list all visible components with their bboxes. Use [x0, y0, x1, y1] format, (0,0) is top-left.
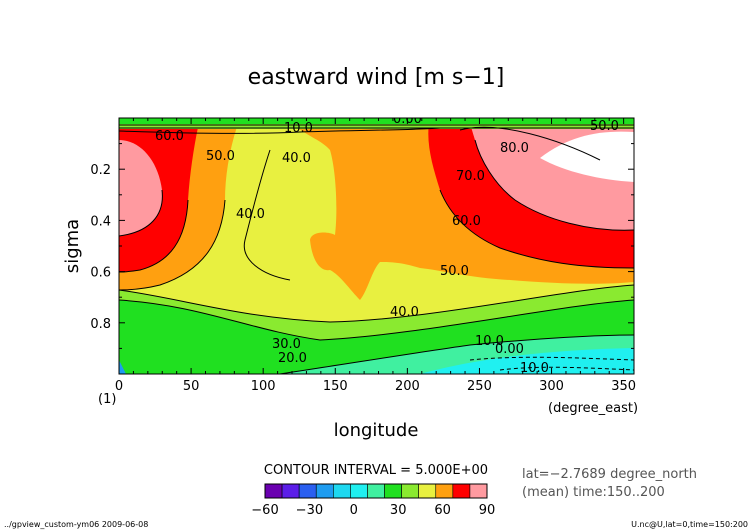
colorbar-swatch	[350, 483, 368, 499]
footer-right: U.nc@U,lat=0,time=150:200	[631, 520, 748, 529]
colorbar-tick-label: 90	[479, 503, 496, 518]
y-tick-label: 0.2	[90, 163, 111, 178]
y-axis: 0.2 0.4 0.6 0.8	[90, 143, 634, 349]
fill-level-70-left	[119, 140, 163, 236]
colorbar-tick-label: 0	[350, 503, 358, 518]
colorbar-swatch	[435, 483, 454, 499]
contour-label: 10.0	[520, 361, 549, 376]
x-tick-label: 0	[115, 379, 123, 394]
colorbar-tick-label: 30	[390, 503, 407, 518]
colorbar	[264, 483, 488, 499]
colorbar-swatch	[264, 483, 283, 499]
colorbar-swatch	[281, 483, 300, 499]
x-tick-label: 300	[539, 379, 564, 394]
colorbar-tick-labels: −60 −30 0 30 60 90	[251, 503, 495, 518]
contour-label-group: 0.00 10.0 40.0 60.0 50.0 40.0 80.0 70.0 …	[155, 118, 619, 376]
contour-interval-text: CONTOUR INTERVAL = 5.000E+00	[264, 463, 488, 478]
colorbar-swatch	[418, 483, 437, 499]
contour-label: 40.0	[236, 207, 265, 222]
footer-left: ../gpview_custom-ym06 2009-06-08	[4, 520, 148, 529]
fill-top-band-2	[119, 124, 634, 129]
contour-label: 20.0	[278, 351, 307, 366]
lat-info: lat=−2.7689 degree_north	[522, 467, 697, 482]
y-axis-label: sigma	[62, 219, 83, 273]
mean-time-info: (mean) time:150..200	[522, 485, 665, 500]
y-tick-label: 0.6	[90, 266, 111, 281]
contour-label: 60.0	[155, 129, 184, 144]
fill-top-band	[119, 118, 634, 124]
y-tick-label: 0.4	[90, 214, 111, 229]
x-tick-label: 350	[611, 379, 636, 394]
x-axis-label: longitude	[334, 420, 419, 441]
contour-label: 50.0	[590, 119, 619, 134]
contour-label: 30.0	[272, 337, 301, 352]
panel-label: (1)	[98, 392, 116, 407]
colorbar-tick-label: −60	[251, 503, 278, 518]
x-tick-label: 250	[467, 379, 492, 394]
colorbar-tick-label: 60	[434, 503, 451, 518]
colorbar-tick-label: −30	[296, 503, 323, 518]
fill-level-neg	[119, 360, 126, 374]
x-tick-label: 200	[395, 379, 420, 394]
contour-label: 80.0	[500, 141, 529, 156]
colorbar-swatch	[333, 483, 351, 499]
colorbar-swatch	[315, 483, 334, 499]
colorbar-swatch	[367, 483, 385, 499]
colorbar-swatch	[452, 483, 471, 499]
contour-label: 10.0	[284, 121, 313, 136]
colorbar-swatch	[298, 483, 317, 499]
contour-label: 0.00	[495, 342, 524, 357]
plot-area: 0.00 10.0 40.0 60.0 50.0 40.0 80.0 70.0 …	[119, 118, 634, 376]
contour-label: 70.0	[456, 169, 485, 184]
contour-label: 50.0	[440, 264, 469, 279]
colorbar-frame	[264, 483, 488, 499]
contour-label: 40.0	[390, 305, 419, 320]
colorbar-swatch	[401, 483, 419, 499]
x-tick-label: 150	[323, 379, 348, 394]
x-tick-label: 50	[183, 379, 200, 394]
contour-label: 40.0	[282, 151, 311, 166]
colorbar-swatch	[469, 483, 488, 499]
y-tick-label: 0.8	[90, 317, 111, 332]
x-tick-label: 100	[251, 379, 276, 394]
x-unit-label: (degree_east)	[548, 401, 638, 416]
contour-label: 10.0	[475, 334, 504, 349]
contour-lines	[119, 124, 634, 374]
chart-title: eastward wind [m s−1]	[248, 65, 505, 90]
colorbar-swatch	[384, 483, 402, 499]
contour-label: 50.0	[206, 149, 235, 164]
contour-lines-negative	[469, 356, 634, 371]
x-axis: 0 50 100 150 200 250 300 350	[115, 118, 636, 394]
contour-label: 60.0	[452, 214, 481, 229]
